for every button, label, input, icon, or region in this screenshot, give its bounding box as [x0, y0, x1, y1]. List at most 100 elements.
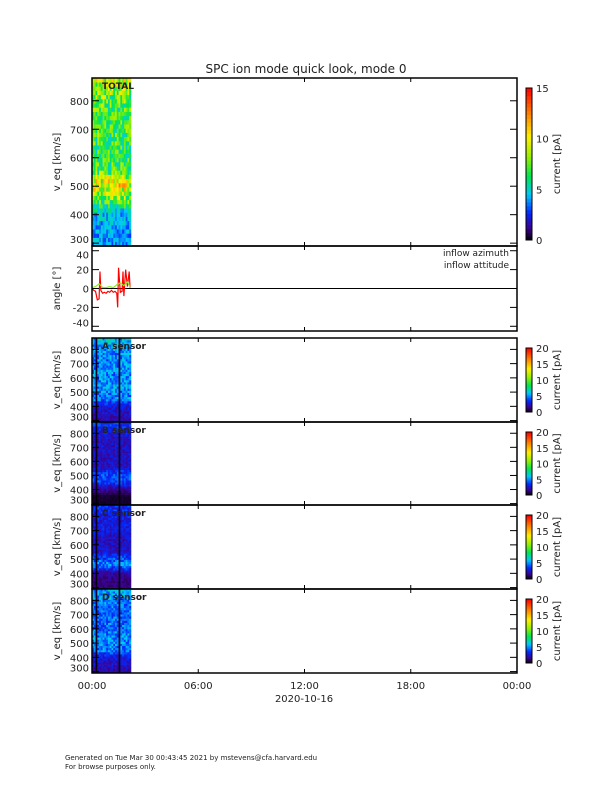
heatmap-cell	[122, 428, 125, 431]
heatmap-cell	[111, 536, 114, 539]
heatmap-cell	[99, 612, 102, 615]
heatmap-cell	[127, 405, 130, 408]
heatmap-cell	[104, 367, 107, 370]
heatmap-cell	[100, 212, 103, 217]
heatmap-cell	[95, 647, 98, 651]
heatmap-cell	[104, 166, 107, 171]
heatmap-cell	[104, 628, 107, 632]
heatmap-cell	[99, 561, 102, 565]
heatmap-cell	[116, 386, 119, 389]
heatmap-cell	[120, 496, 123, 500]
heatmap-cell	[129, 229, 132, 234]
heatmap-cell	[129, 475, 132, 479]
heatmap-cell	[120, 662, 123, 665]
heatmap-cell	[123, 208, 126, 213]
colorbar-segment	[526, 639, 532, 642]
heatmap-cell	[109, 90, 112, 96]
heatmap-cell	[99, 448, 102, 452]
heatmap-cell	[99, 446, 102, 450]
heatmap-cell	[99, 346, 102, 349]
heatmap-cell	[122, 448, 125, 452]
colorbar-segment	[526, 360, 532, 363]
heatmap-cell	[115, 555, 118, 558]
heatmap-cell	[106, 382, 109, 385]
heatmap-cell	[100, 463, 103, 466]
heatmap-cell	[95, 624, 98, 628]
heatmap-cell	[100, 444, 103, 448]
heatmap-cell	[97, 654, 100, 657]
heatmap-cell	[115, 584, 118, 588]
heatmap-cell	[115, 375, 118, 379]
heatmap-cell	[104, 340, 107, 343]
heatmap-cell	[99, 394, 102, 398]
heatmap-cell	[116, 574, 119, 577]
colorbar-segment	[526, 523, 532, 526]
heatmap-cell	[109, 191, 112, 196]
heatmap-cell	[95, 444, 98, 448]
colorbar-segment	[526, 446, 532, 449]
heatmap-cell	[102, 94, 105, 100]
heatmap-cell	[99, 471, 102, 475]
heatmap-cell	[106, 461, 109, 464]
heatmap-cell	[95, 633, 98, 636]
heatmap-cell	[104, 582, 107, 586]
heatmap-cell	[122, 666, 125, 670]
heatmap-cell	[92, 605, 95, 609]
heatmap-cell	[129, 578, 132, 581]
colorbar-segment	[526, 133, 532, 138]
heatmap-cell	[109, 417, 112, 421]
heatmap-cell	[129, 191, 132, 196]
heatmap-cell	[104, 509, 107, 512]
heatmap-cell	[102, 162, 105, 167]
heatmap-cell	[102, 505, 105, 508]
heatmap-cell	[104, 641, 107, 644]
heatmap-cell	[100, 557, 103, 560]
heatmap-cell	[129, 559, 132, 562]
heatmap-cell	[125, 616, 128, 619]
heatmap-cell	[102, 616, 105, 619]
heatmap-cell	[118, 396, 121, 400]
heatmap-cell	[120, 394, 123, 398]
heatmap-cell	[106, 120, 109, 125]
heatmap-cell	[104, 536, 107, 539]
heatmap-cell	[123, 187, 126, 192]
heatmap-cell	[127, 530, 130, 533]
panel-label: B sensor	[102, 426, 146, 436]
heatmap-cell	[93, 620, 96, 623]
heatmap-cell	[92, 664, 95, 667]
heatmap-cell	[106, 352, 109, 356]
heatmap-cell	[129, 544, 132, 548]
heatmap-cell	[99, 578, 102, 581]
heatmap-cell	[113, 540, 116, 544]
heatmap-cell	[102, 620, 105, 623]
heatmap-cell	[99, 494, 102, 497]
heatmap-cell	[125, 384, 128, 387]
heatmap-cell	[127, 344, 130, 347]
heatmap-cell	[99, 375, 102, 379]
colorbar-tick-label: 5	[536, 559, 542, 570]
heatmap-cell	[109, 463, 112, 466]
heatmap-cell	[106, 643, 109, 646]
heatmap-cell	[99, 618, 102, 621]
heatmap-cell	[99, 386, 102, 389]
heatmap-cell	[107, 352, 111, 356]
heatmap-cell	[97, 574, 100, 577]
heatmap-cell	[111, 624, 114, 628]
colorbar-segment	[526, 550, 532, 553]
heatmap-cell	[107, 434, 111, 437]
heatmap-cell	[118, 457, 121, 460]
colorbar-segment	[526, 605, 532, 608]
heatmap-cell	[99, 363, 102, 366]
heatmap-cell	[123, 430, 126, 433]
heatmap-cell	[122, 94, 125, 100]
heatmap-cell	[106, 517, 109, 520]
colorbar-segment	[526, 540, 532, 543]
heatmap-cell	[106, 610, 109, 613]
heatmap-cell	[113, 591, 116, 594]
heatmap-cell	[122, 82, 125, 87]
panel-frame	[91, 504, 518, 590]
heatmap-cell	[127, 361, 130, 364]
heatmap-cell	[107, 157, 111, 163]
heatmap-cell	[109, 363, 112, 366]
x-axis-label: 2020-10-16	[275, 694, 333, 705]
